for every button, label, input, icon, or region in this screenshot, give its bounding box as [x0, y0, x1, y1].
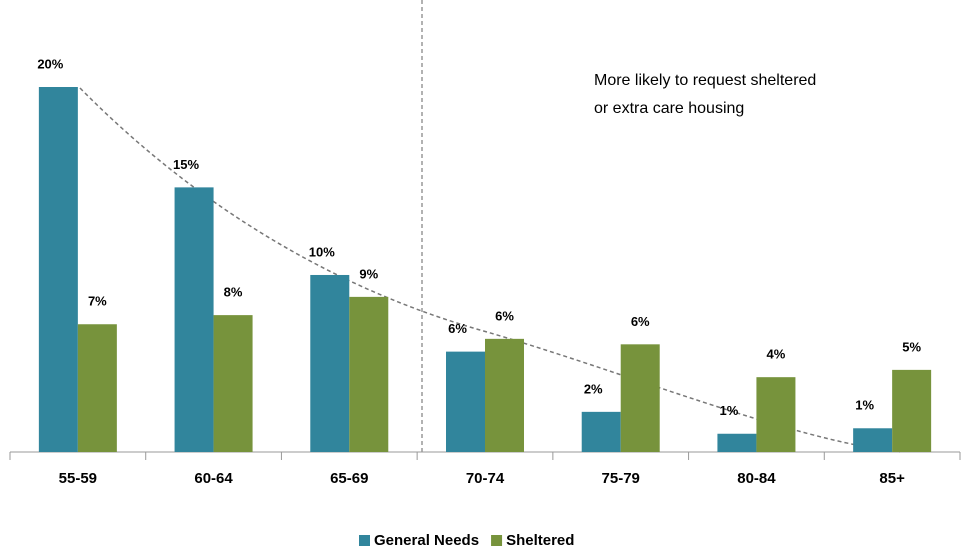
data-label: 15% [173, 157, 199, 172]
x-tick-label: 70-74 [466, 470, 505, 487]
bar [485, 338, 524, 452]
data-label: 8% [224, 285, 243, 300]
x-tick-label: 85+ [879, 470, 905, 487]
data-label: 6% [495, 308, 514, 323]
x-tick-label: 65-69 [330, 470, 368, 487]
legend-swatch [359, 535, 370, 546]
bar [756, 377, 796, 452]
bar [349, 296, 389, 452]
bar [717, 433, 757, 452]
bar [446, 351, 485, 452]
bar [213, 315, 253, 452]
data-label: 10% [309, 244, 335, 259]
annotation: or extra care housing [594, 100, 744, 117]
legend-label: General Needs [374, 532, 479, 549]
data-label: 2% [584, 381, 603, 396]
data-label: 4% [767, 347, 786, 362]
data-label: 9% [359, 266, 378, 281]
bar [38, 87, 78, 452]
data-label: 1% [720, 403, 739, 418]
data-label: 1% [855, 398, 874, 413]
x-tick-label: 80-84 [737, 470, 776, 487]
x-tick-label: 55-59 [59, 470, 97, 487]
bar [892, 369, 932, 452]
bar [174, 187, 214, 452]
x-tick-label: 75-79 [602, 470, 640, 487]
bar [620, 344, 660, 452]
x-tick-label: 60-64 [194, 470, 233, 487]
legend-swatch [491, 535, 503, 546]
data-label: 20% [37, 56, 63, 71]
annotation: More likely to request sheltered [594, 72, 816, 89]
data-label: 6% [631, 314, 650, 329]
bar [581, 411, 621, 452]
bar [310, 274, 350, 452]
bar [77, 324, 117, 452]
data-label: 5% [902, 339, 921, 354]
data-label: 6% [448, 321, 467, 336]
data-label: 7% [88, 294, 107, 309]
legend-label: Sheltered [506, 532, 574, 549]
bar [853, 428, 893, 452]
